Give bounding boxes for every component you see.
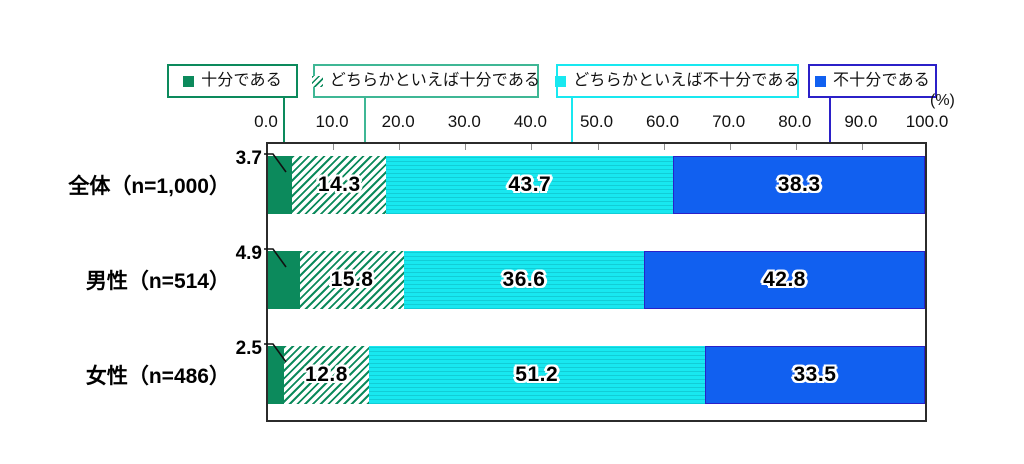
x-axis-tick-10: 100.0 — [905, 112, 949, 131]
bar-segment[interactable]: 51.2 — [368, 346, 705, 404]
legend-swatch-dochiraka-jubun — [311, 75, 323, 87]
category-label: 女性（n=486） — [85, 365, 230, 388]
bar-row: 12.8 51.2 33.5 — [268, 346, 925, 404]
callout-value: 2.5 — [235, 338, 262, 359]
segment-value-label: 38.3 — [777, 173, 821, 196]
x-axis-tick-0: 0.0 — [254, 112, 278, 131]
x-axis-tick-3: 30.0 — [447, 112, 481, 131]
callout-value: 3.7 — [235, 148, 262, 169]
legend-item-dochiraka-jubun[interactable]: どちらかといえば十分である — [311, 64, 541, 98]
bar-segment[interactable]: 42.8 — [644, 251, 925, 309]
x-axis-tick-5: 50.0 — [579, 112, 614, 131]
bar-segment[interactable]: 38.3 — [673, 156, 925, 214]
segment-value-label: 42.8 — [763, 268, 806, 291]
legend-item-dochiraka-fujubun[interactable]: どちらかといえば不十分である — [555, 64, 800, 98]
x-axis-tick-9: 90.0 — [844, 112, 878, 131]
callout-leader-line — [264, 248, 287, 268]
segment-value-label: 14.3 — [317, 173, 361, 196]
plot-area: 14.3 43.7 38.3 15.8 36.6 42.8 12.8 51.2 33.5 — [266, 142, 927, 422]
x-axis-tick-7: 70.0 — [712, 112, 746, 131]
x-axis-tick-4: 40.0 — [513, 112, 547, 131]
callout-leader-line — [264, 343, 287, 363]
tick-mark-1 — [333, 144, 335, 150]
tick-mark-5 — [597, 144, 599, 150]
segment-value-label: 12.8 — [305, 363, 348, 386]
tick-mark-2 — [399, 144, 401, 150]
bar-segment[interactable] — [268, 251, 301, 309]
legend-label-dochiraka-fujubun: どちらかといえば不十分である — [573, 72, 800, 89]
legend-connector-jubun — [283, 98, 285, 152]
category-label: 男性（n=514） — [85, 270, 230, 293]
legend-connector-dochiraka-fujubun — [571, 98, 573, 152]
x-axis-tick-8: 80.0 — [778, 112, 812, 131]
bar-segment[interactable] — [268, 346, 285, 404]
x-axis-tick-1: 10.0 — [315, 112, 349, 131]
segment-value-label: 33.5 — [793, 363, 837, 386]
legend-label-dochiraka-jubun: どちらかといえば十分である — [329, 72, 541, 89]
bar-segment[interactable]: 43.7 — [386, 156, 674, 214]
bar-segment[interactable]: 36.6 — [403, 251, 645, 309]
segment-value-label: 43.7 — [508, 173, 552, 196]
tick-mark-6 — [663, 144, 665, 150]
legend-label-jubun: 十分である — [201, 72, 282, 89]
bar-segment[interactable]: 12.8 — [284, 346, 369, 404]
bar-segment[interactable]: 15.8 — [300, 251, 404, 309]
callout-value: 4.9 — [235, 243, 262, 264]
segment-value-label: 15.8 — [330, 268, 374, 291]
x-axis-tick-2: 20.0 — [381, 112, 415, 131]
bar-segment[interactable]: 14.3 — [292, 156, 387, 214]
tick-mark-9 — [861, 144, 863, 150]
tick-mark-3 — [465, 144, 467, 150]
x-axis-tick-6: 60.0 — [646, 112, 680, 131]
bar-row: 14.3 43.7 38.3 — [268, 156, 925, 214]
legend-label-fujubun: 不十分である — [832, 72, 931, 89]
segment-value-label: 51.2 — [515, 363, 559, 386]
bar-segment[interactable]: 33.5 — [704, 346, 925, 404]
category-label: 全体（n=1,000） — [68, 175, 230, 198]
bar-segment[interactable] — [268, 156, 293, 214]
legend-connector-fujubun — [829, 98, 831, 152]
legend-swatch-dochiraka-fujubun — [555, 75, 567, 87]
legend-item-fujubun[interactable]: 不十分である — [808, 64, 937, 98]
legend-item-jubun[interactable]: 十分である — [167, 64, 298, 98]
tick-mark-4 — [531, 144, 533, 150]
callout-leader-line — [264, 153, 287, 173]
bar-row: 15.8 36.6 42.8 — [268, 251, 925, 309]
legend-connector-dochiraka-jubun — [364, 98, 366, 152]
tick-mark-7 — [729, 144, 731, 150]
tick-mark-8 — [795, 144, 797, 150]
legend-swatch-jubun — [183, 75, 195, 87]
legend-swatch-fujubun — [814, 75, 826, 87]
axis-unit-label: (%) — [930, 92, 955, 109]
segment-value-label: 36.6 — [502, 268, 546, 291]
